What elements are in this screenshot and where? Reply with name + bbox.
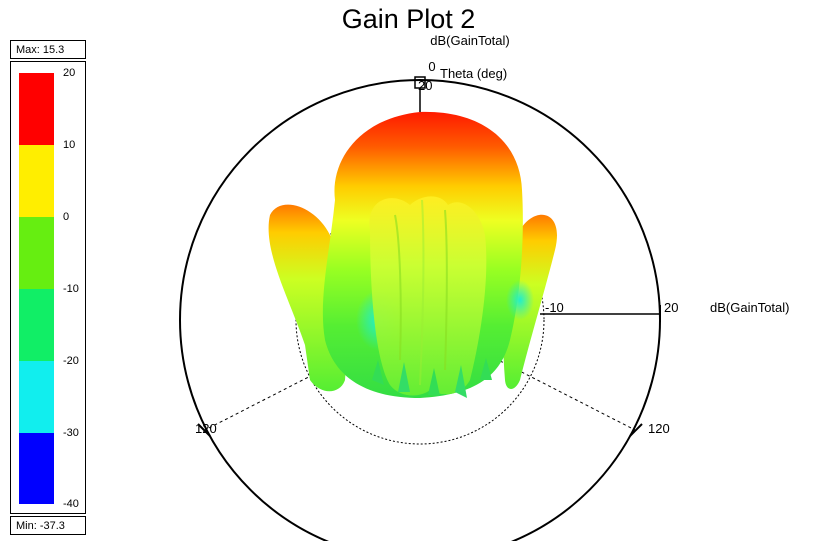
color-legend: 20 10 0 -10 -20 -30 -40 [10,61,86,514]
quantity-label: dB(GainTotal) [430,33,509,48]
legend-tick-20: 20 [63,67,76,79]
legend-band-red [19,73,54,145]
theta-120-right-label: 120 [648,421,670,436]
radial-tick-top: 20 [418,78,432,93]
right-tick-mark [629,423,643,437]
legend-band-blue [19,433,54,504]
legend-tick-10: 10 [63,139,76,151]
radial-tick-inner: -10 [545,300,564,315]
legend-tick-0: 0 [63,211,70,223]
legend-tick-minus20: -20 [63,355,79,367]
legend-band-green [19,289,54,361]
legend-tick-minus40: -40 [63,498,79,510]
legend-min-value: Min: -37.3 [10,516,86,535]
legend-band-yellowgreen [19,217,54,289]
legend-band-cyan [19,361,54,433]
side-axis-label: dB(GainTotal) [710,300,789,315]
left-tick-mark [197,423,211,437]
legend-tick-minus10: -10 [63,283,79,295]
theta-120-left-label: 120 [195,421,217,436]
plot-title: Gain Plot 2 [341,4,476,34]
theta-axis-label: Theta (deg) [440,66,507,81]
radial-tick-outer: 20 [664,300,678,315]
legend-tick-minus30: -30 [63,427,79,439]
legend-band-yellow [19,145,54,217]
legend-max-value: Max: 15.3 [10,40,86,59]
radiation-pattern [268,111,557,398]
theta-120-right-line [419,319,636,431]
theta-zero-label: 0 [428,59,435,74]
